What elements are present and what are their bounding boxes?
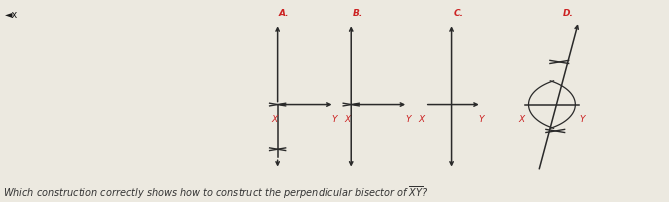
Text: ◄x: ◄x bbox=[5, 10, 19, 20]
Text: Y: Y bbox=[332, 114, 337, 123]
Text: B.: B. bbox=[353, 9, 363, 18]
Text: Y: Y bbox=[405, 114, 411, 123]
Text: X: X bbox=[518, 114, 525, 123]
Text: X: X bbox=[418, 114, 425, 123]
Text: D.: D. bbox=[563, 9, 574, 18]
Text: X: X bbox=[271, 114, 278, 123]
Text: X: X bbox=[345, 114, 351, 123]
Text: Y: Y bbox=[479, 114, 484, 123]
Text: A.: A. bbox=[279, 9, 290, 18]
Text: Y: Y bbox=[579, 114, 585, 123]
Text: Which construction correctly shows how to construct the perpendicular bisector o: Which construction correctly shows how t… bbox=[3, 184, 429, 200]
Text: C.: C. bbox=[454, 9, 463, 18]
